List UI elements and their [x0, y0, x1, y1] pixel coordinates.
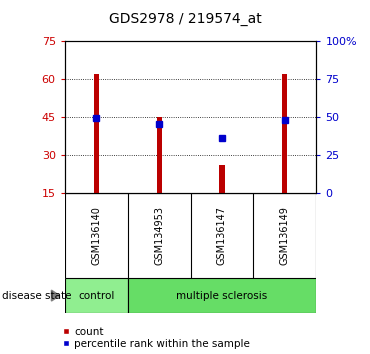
Text: disease state: disease state	[2, 291, 71, 301]
Text: GSM136149: GSM136149	[280, 206, 290, 265]
Text: GSM136147: GSM136147	[217, 206, 227, 265]
Text: control: control	[78, 291, 114, 301]
Text: multiple sclerosis: multiple sclerosis	[176, 291, 268, 301]
Bar	[282, 74, 287, 193]
Bar	[157, 117, 162, 193]
Bar	[219, 165, 225, 193]
Polygon shape	[51, 290, 60, 301]
Bar	[65, 278, 128, 313]
Legend: count, percentile rank within the sample: count, percentile rank within the sample	[63, 327, 250, 349]
Text: GSM136140: GSM136140	[91, 206, 101, 265]
Bar	[128, 278, 316, 313]
Text: GSM134953: GSM134953	[154, 206, 164, 265]
Text: GDS2978 / 219574_at: GDS2978 / 219574_at	[109, 12, 261, 27]
Bar	[94, 74, 99, 193]
